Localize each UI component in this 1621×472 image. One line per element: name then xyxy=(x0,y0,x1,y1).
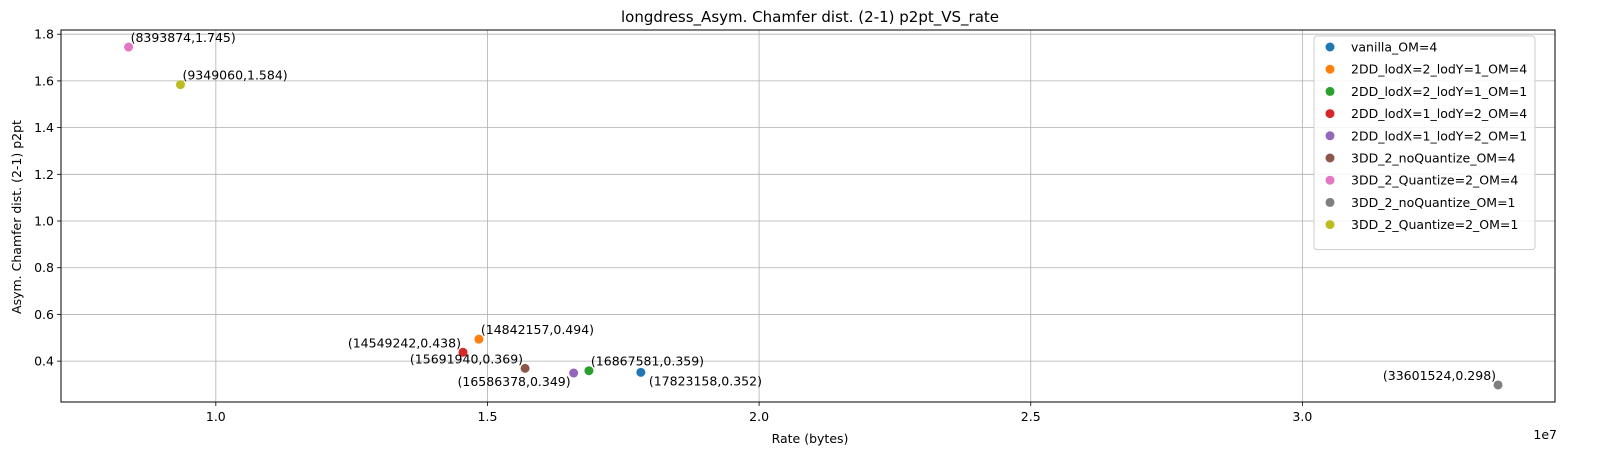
x-offset-label: 1e7 xyxy=(1533,427,1557,442)
data-point xyxy=(1493,380,1503,390)
legend-marker xyxy=(1325,153,1335,163)
legend-marker xyxy=(1325,64,1335,74)
legend-entry: 2DD_lodX=1_lodY=2_OM=4 xyxy=(1351,106,1527,121)
data-point xyxy=(636,367,646,377)
axis-ticks: 1.0 1.5 2.0 2.5 3.0 0.4 0.6 0.8 1.0 1.2 1.4 1.6 1.8 xyxy=(34,27,1312,424)
y-tick-label: 0.6 xyxy=(34,307,54,322)
data-label: (9349060,1.584) xyxy=(182,68,287,83)
x-axis-label: Rate (bytes) xyxy=(772,431,849,446)
data-label: (14842157,0.494) xyxy=(481,322,594,337)
x-tick-label: 1.5 xyxy=(478,409,498,424)
x-tick-label: 1.0 xyxy=(206,409,226,424)
y-tick-label: 1.8 xyxy=(34,27,54,42)
chart-title: longdress_Asym. Chamfer dist. (2-1) p2pt… xyxy=(621,8,999,27)
data-point xyxy=(569,368,579,378)
x-tick-label: 2.0 xyxy=(749,409,769,424)
legend-entry: 2DD_lodX=1_lodY=2_OM=1 xyxy=(1351,128,1527,143)
legend-marker xyxy=(1325,109,1335,119)
data-label: (33601524,0.298) xyxy=(1383,368,1496,383)
y-axis-label: Asym. Chamfer dist. (2-1) p2pt xyxy=(9,120,24,314)
legend-marker xyxy=(1325,175,1335,185)
plot-frame xyxy=(60,29,1556,403)
data-label: (8393874,1.745) xyxy=(131,30,236,45)
data-point xyxy=(175,80,185,90)
y-tick-label: 1.0 xyxy=(34,214,54,229)
data-label: (16586378,0.349) xyxy=(458,374,571,389)
x-tick-label: 3.0 xyxy=(1292,409,1312,424)
x-tick-label: 2.5 xyxy=(1021,409,1041,424)
legend-entry: vanilla_OM=4 xyxy=(1351,40,1437,55)
legend-marker xyxy=(1325,197,1335,207)
data-label: (15691940,0.369) xyxy=(410,351,523,366)
y-tick-label: 1.4 xyxy=(34,120,54,135)
legend-marker xyxy=(1325,220,1335,230)
data-label: (14549242,0.438) xyxy=(348,335,461,350)
data-point xyxy=(124,42,134,52)
legend-marker xyxy=(1325,86,1335,96)
data-label: (17823158,0.352) xyxy=(649,373,762,388)
legend-entry: 2DD_lodX=2_lodY=1_OM=4 xyxy=(1351,62,1527,77)
y-tick-label: 1.2 xyxy=(34,167,54,182)
grid xyxy=(61,30,1555,402)
legend-entry: 3DD_2_Quantize=2_OM=4 xyxy=(1351,173,1518,188)
data-point xyxy=(474,334,484,344)
data-point xyxy=(458,347,468,357)
data-point xyxy=(520,363,530,373)
legend-entry: 3DD_2_noQuantize_OM=4 xyxy=(1351,151,1516,166)
legend-entry: 2DD_lodX=2_lodY=1_OM=1 xyxy=(1351,84,1527,99)
y-tick-label: 0.8 xyxy=(34,260,54,275)
legend-marker xyxy=(1325,42,1335,52)
data-points xyxy=(124,42,1503,390)
legend: vanilla_OM=4 2DD_lodX=2_lodY=1_OM=4 2DD_lo… xyxy=(1313,35,1536,251)
data-labels: (17823158,0.352) (14842157,0.494) (1686758… xyxy=(131,30,1496,389)
legend-box xyxy=(1313,35,1536,251)
y-tick-label: 1.6 xyxy=(34,73,54,88)
legend-marker xyxy=(1325,131,1335,141)
data-label: (16867581,0.359) xyxy=(591,354,704,369)
legend-entry: 3DD_2_noQuantize_OM=1 xyxy=(1351,195,1516,210)
data-point xyxy=(584,366,594,376)
legend-entry: 3DD_2_Quantize=2_OM=1 xyxy=(1351,217,1518,232)
y-tick-label: 0.4 xyxy=(34,354,54,369)
